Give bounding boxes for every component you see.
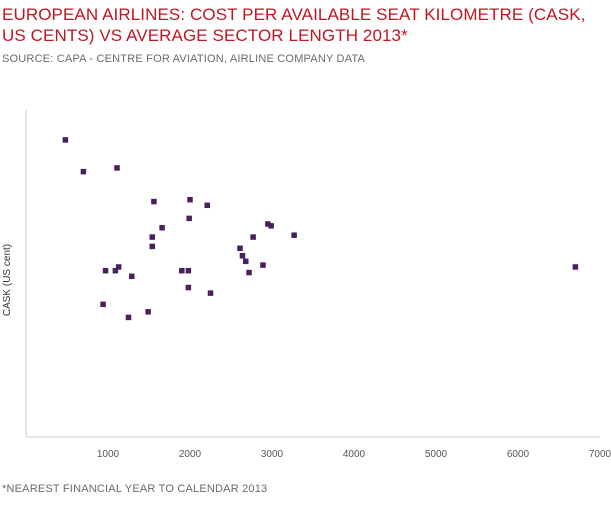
data-point <box>250 234 256 240</box>
data-point <box>243 258 249 265</box>
data-point <box>115 264 122 270</box>
x-tick-labels: 1000 2000 3000 4000 5000 6000 7000 <box>97 449 611 460</box>
data-point <box>159 224 165 231</box>
data-point <box>80 168 87 175</box>
chart-title: EUROPEAN AIRLINES: COST PER AVAILABLE SE… <box>2 5 586 45</box>
x-tick-label: 3000 <box>261 449 284 460</box>
data-point <box>572 264 579 270</box>
data-point <box>125 314 132 321</box>
data-point <box>129 273 135 280</box>
data-point <box>187 196 193 203</box>
data-point <box>112 267 119 274</box>
data-point <box>268 223 274 229</box>
data-point <box>151 198 157 205</box>
data-point <box>185 284 192 291</box>
data-point <box>239 252 246 259</box>
data-point <box>265 221 271 227</box>
x-tick-label: 7000 <box>589 449 611 460</box>
chart-axes <box>25 110 600 438</box>
data-point <box>145 309 151 315</box>
data-point <box>149 234 156 240</box>
data-point <box>204 202 210 209</box>
x-tick-label: 4000 <box>343 449 366 460</box>
data-point <box>207 290 214 296</box>
y-axis-label: CASK (US cent) <box>2 244 13 316</box>
data-point <box>246 269 252 276</box>
data-points <box>62 137 579 321</box>
x-tick-label: 6000 <box>507 449 530 460</box>
data-point <box>100 301 106 308</box>
data-point <box>114 165 120 171</box>
data-point <box>102 267 109 274</box>
x-tick-label: 1000 <box>97 449 120 460</box>
data-point <box>62 137 69 143</box>
data-point <box>260 262 266 268</box>
x-tick-label: 5000 <box>425 449 448 460</box>
data-point <box>185 267 192 274</box>
data-point <box>149 243 156 250</box>
data-point <box>291 232 297 238</box>
x-tick-label: 2000 <box>179 449 202 460</box>
data-point <box>179 267 185 274</box>
chart-footnote: *NEAREST FINANCIAL YEAR TO CALENDAR 2013 <box>2 483 268 495</box>
data-point <box>237 245 243 252</box>
data-point <box>186 215 192 222</box>
chart-source: SOURCE: CAPA - CENTRE FOR AVIATION, AIRL… <box>2 53 366 65</box>
